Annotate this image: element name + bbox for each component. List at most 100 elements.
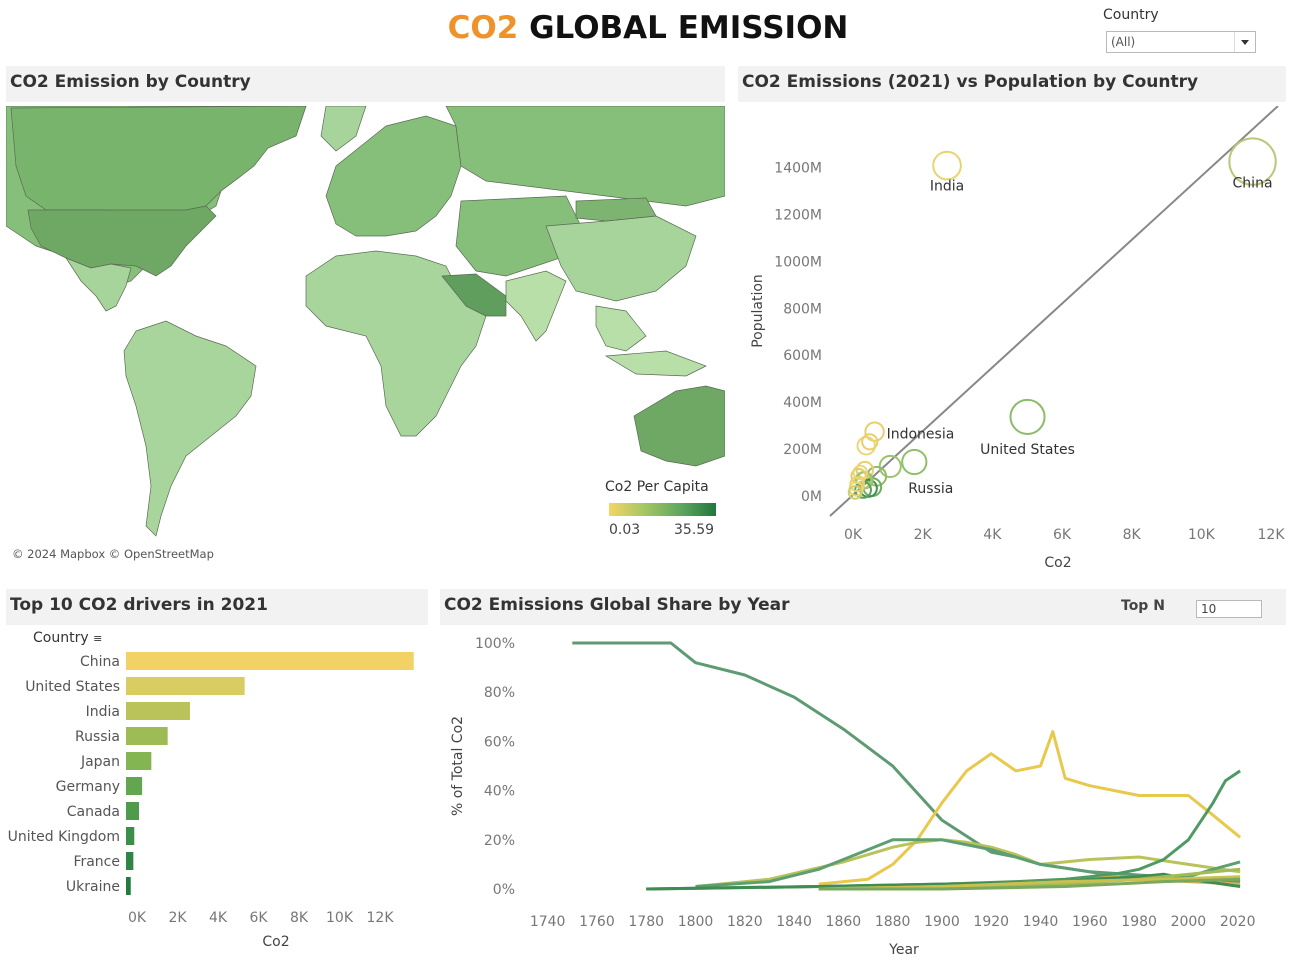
map-mongolia[interactable] (575, 197, 657, 222)
trend-line (829, 106, 1279, 517)
country-filter-label: Country (1103, 7, 1159, 23)
world-map[interactable] (6, 106, 725, 546)
scatter-point-label: Russia (908, 481, 953, 497)
bar-chart[interactable]: China United States India Russia Japan German… (0, 640, 440, 960)
map-australia[interactable] (633, 385, 725, 467)
map-indonesia[interactable] (604, 350, 707, 377)
x-tick-label: 1980 (1121, 914, 1157, 930)
x-tick-label: 1940 (1023, 914, 1059, 930)
x-tick-label: 1960 (1072, 914, 1108, 930)
scatter-point (856, 436, 876, 456)
scatter-point-label: China (1233, 176, 1273, 192)
x-tick-label: 2000 (1171, 914, 1207, 930)
page-title: CO2 GLOBAL EMISSION (0, 10, 1296, 46)
bar (126, 677, 245, 695)
y-tick-label: 400M (783, 395, 822, 411)
bar-category-label: United Kingdom (8, 829, 120, 845)
x-tick-label: 0K (128, 910, 147, 926)
y-tick-label: 1400M (774, 160, 822, 176)
series-line (818, 877, 1241, 891)
x-tick-label: 1820 (727, 914, 763, 930)
x-tick-label: 8K (1123, 527, 1142, 543)
topn-label: Top N (1121, 598, 1165, 614)
scatter-point (901, 448, 928, 476)
bar (126, 752, 152, 770)
country-filter-value: (All) (1111, 35, 1136, 49)
scatter-point (861, 433, 879, 451)
map-russia[interactable] (445, 106, 725, 207)
scatter-point-label: India (930, 179, 964, 195)
map-middle-asia[interactable] (455, 195, 587, 277)
bar (126, 877, 131, 895)
x-tick-label: 10K (1188, 527, 1216, 543)
y-tick-label: 80% (484, 685, 515, 701)
scatter-point-label: Indonesia (887, 427, 955, 443)
bar-category-label: United States (25, 679, 120, 695)
bar (126, 652, 414, 670)
x-tick-label: 1740 (530, 914, 566, 930)
map-mexico[interactable] (65, 257, 132, 312)
bar (126, 727, 168, 745)
page-title-rest: GLOBAL EMISSION (518, 10, 849, 46)
y-tick-label: 600M (783, 348, 822, 364)
x-tick-label: 1800 (678, 914, 714, 930)
bar-category-label: Russia (75, 729, 120, 745)
bar-category-label: Canada (67, 804, 120, 820)
scatter-chart[interactable]: 0K 2K 4K 6K 8K 10K 12K 0M 200M 400M 600M 800M 1000M 1… (738, 106, 1286, 576)
y-axis-label: % of Total Co2 (450, 716, 466, 816)
map-greenland[interactable] (320, 106, 367, 152)
scatter-point (1228, 137, 1277, 186)
y-tick-label: 1200M (774, 207, 822, 223)
map-saudi-arabia[interactable] (441, 273, 507, 317)
bar-country-header[interactable]: Country ≡ (33, 630, 102, 646)
bar-category-label: Ukraine (66, 879, 120, 895)
sort-icon[interactable]: ≡ (93, 632, 103, 645)
x-tick-label: 12K (1258, 527, 1286, 543)
country-filter-dropdown[interactable]: (All) (1106, 31, 1256, 53)
bar-panel-title: Top 10 CO2 drivers in 2021 (6, 589, 428, 625)
x-tick-label: 0K (844, 527, 863, 543)
line-panel-title: CO2 Emissions Global Share by Year (440, 589, 1286, 625)
series-line (646, 769, 1241, 891)
y-tick-label: 800M (783, 301, 822, 317)
y-tick-label: 200M (783, 442, 822, 458)
x-tick-label: 4K (983, 527, 1002, 543)
bar (126, 702, 190, 720)
series-line (818, 875, 1241, 891)
x-axis-label: Co2 (262, 934, 289, 950)
map-south-america[interactable] (123, 320, 257, 537)
y-tick-label: 1000M (774, 254, 822, 270)
map-credit: © 2024 Mapbox © OpenStreetMap (12, 547, 214, 561)
x-axis-label: Year (888, 942, 919, 958)
map-southeast-asia[interactable] (595, 305, 647, 352)
map-africa[interactable] (305, 250, 487, 437)
bar (126, 802, 140, 820)
map-europe[interactable] (325, 115, 462, 237)
y-tick-label: 100% (475, 636, 515, 652)
x-tick-label: 2K (914, 527, 933, 543)
y-tick-label: 60% (484, 734, 515, 750)
line-chart[interactable]: 0% 20% 40% 60% 80% 100% 1740 1760 1780 1800 1820 18… (440, 626, 1286, 962)
map-legend-title: Co2 Per Capita (605, 479, 709, 495)
x-tick-label: 6K (1053, 527, 1072, 543)
bar-category-label: France (73, 854, 120, 870)
bar (126, 777, 143, 795)
series-line (818, 730, 1242, 886)
bar-country-header-label: Country (33, 630, 89, 646)
scatter-point-label: United States (980, 442, 1075, 458)
x-tick-label: 1840 (776, 914, 812, 930)
map-usa[interactable] (27, 205, 217, 277)
bar (126, 827, 135, 845)
scatter-point (847, 485, 863, 500)
chevron-down-icon[interactable] (1234, 32, 1255, 52)
topn-input[interactable]: 10 (1196, 600, 1262, 618)
map-india[interactable] (505, 270, 567, 342)
x-axis-label: Co2 (1044, 555, 1071, 571)
scatter-point (1009, 398, 1046, 435)
x-tick-label: 4K (209, 910, 228, 926)
map-legend-min: 0.03 (609, 522, 641, 538)
map-legend-max: 35.59 (674, 522, 715, 538)
series-line (695, 838, 1241, 888)
bar-category-label: India (86, 704, 120, 720)
x-tick-label: 12K (367, 910, 395, 926)
